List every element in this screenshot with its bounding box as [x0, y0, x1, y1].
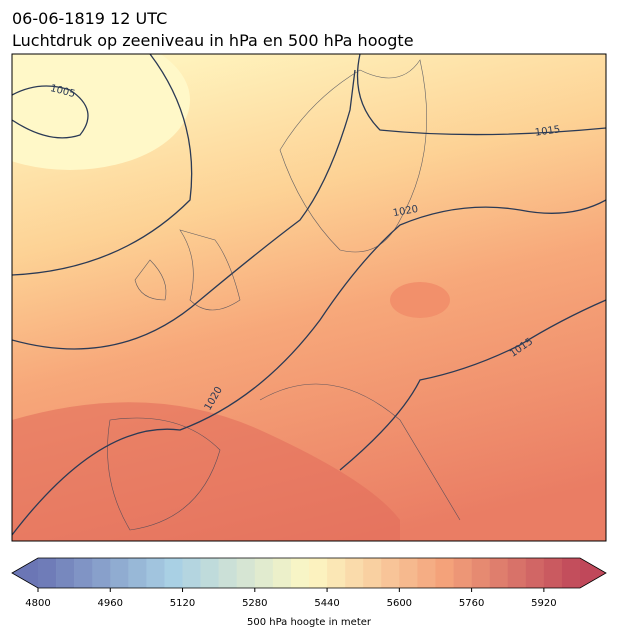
colorbar-segment [435, 558, 454, 588]
colorbar-extend-low [12, 558, 38, 588]
colorbar-segment [507, 558, 527, 588]
colorbar-segment [182, 558, 201, 588]
colorbar-tick-label: 4960 [98, 598, 123, 609]
contour-label: 1020 [392, 204, 419, 219]
colorbar-tick-label: 5760 [459, 598, 484, 609]
colorbar-tick-label: 5440 [314, 598, 339, 609]
coastlines [107, 59, 461, 531]
colorbar-segment [309, 558, 328, 588]
colorbar-segment [128, 558, 147, 588]
colorbar-segment [254, 558, 274, 588]
colorbar-tick-label: 4800 [25, 598, 50, 609]
map-frame [11, 53, 607, 542]
colorbar-segment [399, 558, 418, 588]
colorbar-segment [200, 558, 219, 588]
map: 1005 1015 1020 1020 1015 [12, 54, 606, 541]
colorbar-tick-label: 5280 [242, 598, 267, 609]
colorbar-segment [74, 558, 93, 588]
colorbar-segment [453, 558, 472, 588]
colorbar-segment [327, 558, 346, 588]
colorbar-segment [381, 558, 400, 588]
warm-area [12, 402, 400, 541]
colorbar-segment [543, 558, 563, 588]
colorbar-segment [489, 558, 509, 588]
colorbar-segment [218, 558, 238, 588]
colorbar-tick-label: 5120 [170, 598, 195, 609]
colorbar-segment [363, 558, 382, 588]
colorbar-label: 500 hPa hoogte in meter [247, 617, 372, 628]
colorbar-segment [471, 558, 490, 588]
colorbar-segment [525, 558, 545, 588]
colorbar-segment [290, 558, 310, 588]
colorbar-segment [56, 558, 75, 588]
colorbar-segment [164, 558, 183, 588]
colorbar-segment [561, 558, 581, 588]
colorbar-tick-label: 5600 [387, 598, 412, 609]
colorbar-segment [236, 558, 256, 588]
colorbar-segment [146, 558, 165, 588]
warm-spot [390, 282, 450, 318]
colorbar-segment [417, 558, 436, 588]
colorbar-segment [92, 558, 111, 588]
colorbar-tick-label: 5920 [531, 598, 556, 609]
colorbar-segment [345, 558, 364, 588]
low-area [12, 54, 190, 170]
colorbar-segment [272, 558, 292, 588]
colorbar-segment [38, 558, 57, 588]
title-line1: 06-06-1819 12 UTC [12, 9, 167, 28]
isobars [12, 54, 606, 536]
title-line2: Luchtdruk op zeeniveau in hPa en 500 hPa… [12, 31, 414, 50]
colorbar-segment [110, 558, 129, 588]
contour-label: 1015 [534, 124, 561, 138]
colorbar-extend-high [580, 558, 606, 588]
colorbar: 4800 4960 5120 5280 5440 5600 5760 5920 [11, 557, 607, 609]
